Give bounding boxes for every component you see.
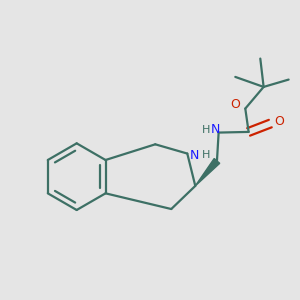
Text: H: H: [201, 150, 210, 160]
Text: N: N: [189, 149, 199, 162]
Text: O: O: [275, 116, 285, 128]
Text: H: H: [202, 125, 210, 135]
Polygon shape: [195, 158, 220, 186]
Text: O: O: [230, 98, 240, 111]
Text: N: N: [211, 123, 220, 136]
